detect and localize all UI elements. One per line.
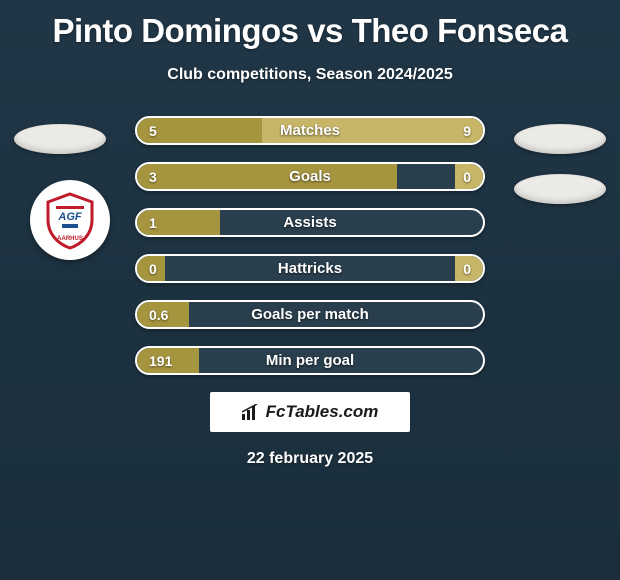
stat-bar-row: Goals per match0.6 [135,300,485,329]
fctables-badge: FcTables.com [210,392,410,432]
bar-label: Goals [137,164,483,189]
avatar-placeholder-right [514,124,606,154]
stat-bar-row: Matches5 9 [135,116,485,145]
bar-track: Goals per match0.6 [135,300,485,329]
bar-value-left: 0 [137,256,169,281]
shield-icon: AGF AARHUS [40,190,100,250]
bar-track: Hattricks0 0 [135,254,485,283]
bar-value-left: 1 [137,210,169,235]
bar-value-right: 0 [451,164,483,189]
stat-bar-row: Assists1 [135,208,485,237]
bar-value-right [459,210,483,235]
bar-label: Min per goal [137,348,483,373]
bar-track: Assists1 [135,208,485,237]
page-title: Pinto Domingos vs Theo Fonseca [0,0,620,50]
stat-bar-row: Goals3 0 [135,162,485,191]
bar-label: Matches [137,118,483,143]
bar-track: Matches5 9 [135,116,485,145]
bar-value-left: 5 [137,118,169,143]
svg-text:AARHUS: AARHUS [57,236,83,242]
bar-chart-icon [242,404,260,420]
avatar-placeholder-left [14,124,106,154]
footer-date: 22 february 2025 [0,450,620,468]
svg-text:AGF: AGF [57,211,82,223]
comparison-infographic: Pinto Domingos vs Theo Fonseca Club comp… [0,0,620,580]
bar-value-right: 0 [451,256,483,281]
bar-value-left: 0.6 [137,302,180,327]
bar-value-right [459,302,483,327]
bar-label: Assists [137,210,483,235]
bar-value-left: 3 [137,164,169,189]
page-subtitle: Club competitions, Season 2024/2025 [0,66,620,84]
bars-column: Matches59Goals30Assists1Hattricks00Goals… [135,116,485,375]
bar-value-left: 191 [137,348,184,373]
bar-label: Goals per match [137,302,483,327]
stat-bar-row: Hattricks0 0 [135,254,485,283]
avatar-placeholder-right [514,174,606,204]
bar-label: Hattricks [137,256,483,281]
bar-track: Goals3 0 [135,162,485,191]
stat-bar-row: Min per goal191 [135,346,485,375]
bar-track: Min per goal191 [135,346,485,375]
club-crest-left: AGF AARHUS [30,180,110,260]
bar-value-right: 9 [451,118,483,143]
bar-value-right [459,348,483,373]
fctables-label: FcTables.com [266,402,379,422]
